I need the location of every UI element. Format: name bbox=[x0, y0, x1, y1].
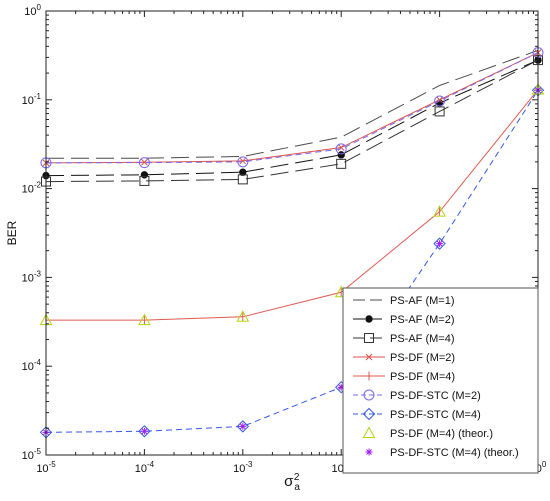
legend-item-4: PS-DF (M=4) bbox=[353, 371, 455, 383]
legend-item-7: PS-DF (M=4) (theor.) bbox=[362, 426, 493, 440]
y-axis-label: BER bbox=[5, 220, 19, 245]
legend-item-2: PS-AF (M=4) bbox=[353, 333, 454, 345]
series-7-marker-4 bbox=[433, 205, 446, 217]
series-line-0 bbox=[46, 49, 539, 159]
legend-label-2: PS-AF (M=4) bbox=[390, 333, 454, 345]
series-2-marker-4 bbox=[434, 106, 445, 117]
series-6-marker-1 bbox=[138, 425, 151, 438]
legend-marker-8 bbox=[365, 448, 373, 456]
legend-item-1: PS-AF (M=2) bbox=[353, 314, 454, 326]
series-line-4 bbox=[46, 89, 539, 321]
legend-item-3: PS-DF (M=2) bbox=[353, 352, 455, 364]
x-axis-label: σa2 bbox=[284, 472, 300, 493]
series-1-marker-2 bbox=[239, 168, 247, 176]
series-6-marker-4 bbox=[433, 237, 446, 250]
legend-item-5: PS-DF-STC (M=2) bbox=[353, 389, 481, 402]
series-7-marker-1 bbox=[138, 313, 151, 326]
series-0 bbox=[46, 49, 539, 159]
legend-label-3: PS-DF (M=2) bbox=[390, 352, 455, 364]
legend-label-8: PS-DF-STC (M=4) (theor.) bbox=[390, 447, 519, 459]
series-5-marker-3 bbox=[335, 143, 347, 155]
legend-marker-2 bbox=[364, 333, 374, 343]
legend-marker-7 bbox=[362, 426, 376, 438]
legend-label-0: PS-AF (M=1) bbox=[390, 295, 454, 307]
series-layer bbox=[39, 47, 545, 439]
series-2-marker-3 bbox=[336, 158, 347, 169]
series-line-2 bbox=[45, 59, 539, 183]
legend-marker-5 bbox=[363, 389, 375, 401]
series-8-marker-4 bbox=[436, 240, 444, 248]
y-tick-label-3: 10-2 bbox=[22, 181, 42, 196]
series-line-1 bbox=[45, 59, 539, 177]
legend-marker-6 bbox=[362, 407, 376, 421]
series-7-marker-2 bbox=[236, 310, 250, 322]
x-tick-label-2: 10-3 bbox=[233, 460, 253, 475]
x-tick-label-1: 10-4 bbox=[135, 460, 155, 475]
series-1-marker-3 bbox=[337, 151, 345, 159]
series-2-marker-1 bbox=[139, 175, 150, 186]
series-5-marker-1 bbox=[138, 157, 150, 169]
plot-frame bbox=[45, 10, 539, 456]
series-8-marker-3 bbox=[337, 383, 345, 391]
y-tick-label-0: 10-5 bbox=[22, 447, 42, 462]
series-line-5 bbox=[45, 52, 539, 164]
y-tick-label-5: 100 bbox=[24, 3, 41, 18]
legend-label-5: PS-DF-STC (M=2) bbox=[390, 390, 481, 402]
legend-marker-1 bbox=[365, 315, 373, 323]
y-tick-label-2: 10-3 bbox=[22, 269, 42, 284]
series-3-marker-2 bbox=[239, 157, 247, 165]
legend-label-6: PS-DF-STC (M=4) bbox=[390, 409, 481, 421]
x-tick-label-0: 10-5 bbox=[36, 460, 56, 475]
series-2-marker-2 bbox=[237, 174, 248, 185]
y-tick-label-4: 10-1 bbox=[22, 92, 42, 107]
legend-label-1: PS-AF (M=2) bbox=[390, 314, 454, 326]
legend-item-8: PS-DF-STC (M=4) (theor.) bbox=[365, 447, 519, 459]
series-3-marker-1 bbox=[141, 158, 148, 166]
series-5-marker-4 bbox=[434, 95, 446, 107]
legend-label-7: PS-DF (M=4) (theor.) bbox=[390, 428, 493, 440]
legend: PS-AF (M=1) PS-AF (M=2) PS-AF (M=4) PS-DF (… bbox=[342, 287, 539, 474]
series-8-marker-1 bbox=[140, 427, 148, 435]
series-5-marker-2 bbox=[237, 156, 249, 168]
series-8-marker-2 bbox=[239, 422, 247, 430]
legend-label-4: PS-DF (M=4) bbox=[390, 371, 455, 383]
legend-marker-3 bbox=[365, 353, 373, 361]
series-6-marker-2 bbox=[236, 420, 250, 433]
y-tick-label-1: 10-4 bbox=[22, 358, 42, 373]
legend-item-0: PS-AF (M=1) bbox=[353, 295, 454, 307]
series-line-6 bbox=[45, 90, 539, 433]
legend-item-6: PS-DF-STC (M=4) bbox=[353, 407, 481, 421]
series-1-marker-1 bbox=[140, 171, 149, 179]
